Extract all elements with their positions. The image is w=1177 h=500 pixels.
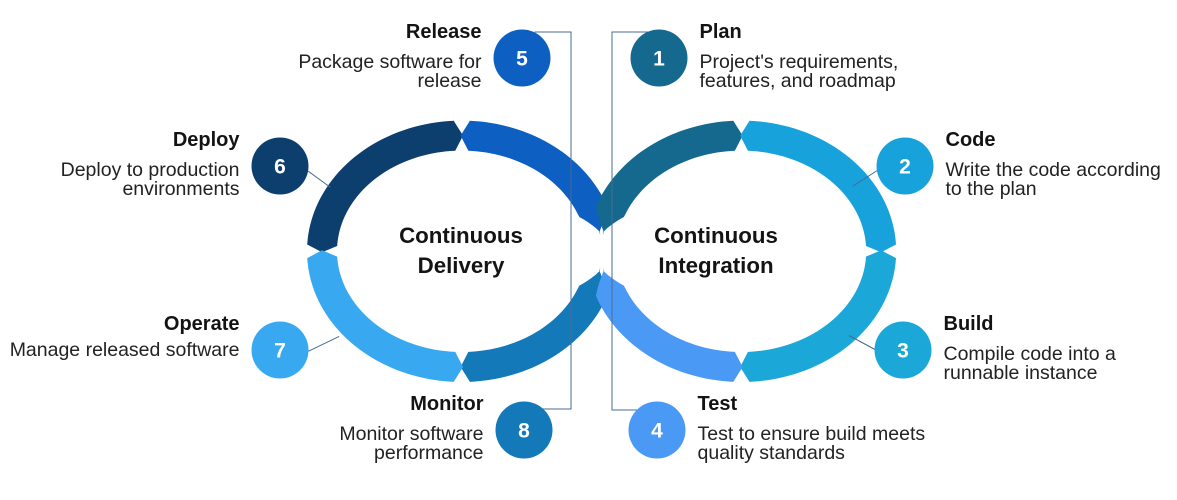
svg-text:release: release	[418, 70, 482, 92]
svg-text:runnable instance: runnable instance	[944, 362, 1098, 384]
svg-text:Monitor: Monitor	[410, 393, 484, 415]
svg-text:features, and roadmap: features, and roadmap	[700, 70, 896, 92]
svg-text:Deploy: Deploy	[173, 129, 241, 151]
svg-text:8: 8	[518, 420, 530, 443]
svg-text:Release: Release	[406, 21, 482, 43]
svg-text:Continuous: Continuous	[654, 223, 778, 248]
svg-text:Integration: Integration	[658, 253, 773, 278]
svg-text:6: 6	[274, 156, 286, 179]
svg-text:performance: performance	[374, 442, 483, 464]
svg-text:3: 3	[897, 340, 909, 363]
svg-text:quality standards: quality standards	[698, 442, 846, 464]
svg-text:environments: environments	[122, 178, 239, 200]
svg-text:Manage released software: Manage released software	[10, 339, 240, 361]
svg-text:2: 2	[899, 156, 911, 179]
svg-text:Operate: Operate	[164, 313, 240, 335]
svg-text:4: 4	[651, 420, 663, 443]
svg-text:7: 7	[274, 340, 286, 363]
svg-text:Plan: Plan	[700, 21, 742, 43]
svg-text:Continuous: Continuous	[399, 223, 523, 248]
svg-text:Code: Code	[946, 129, 996, 151]
svg-text:Delivery: Delivery	[418, 253, 505, 278]
svg-text:to the plan: to the plan	[946, 178, 1037, 200]
svg-text:Test: Test	[698, 393, 738, 415]
svg-text:Build: Build	[944, 313, 994, 335]
svg-text:1: 1	[653, 48, 665, 71]
svg-text:5: 5	[516, 48, 528, 71]
